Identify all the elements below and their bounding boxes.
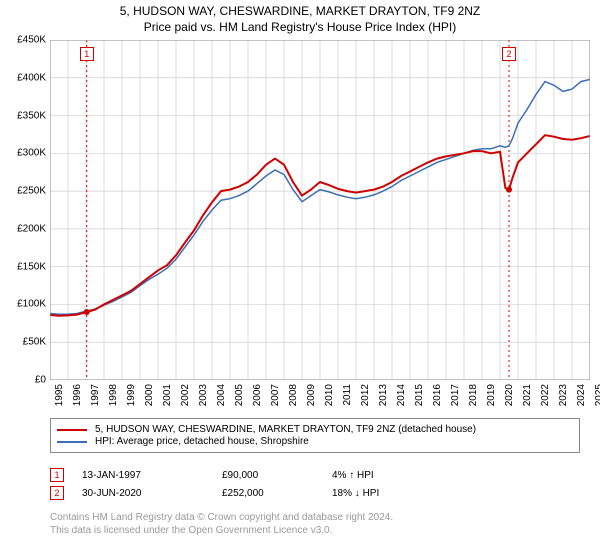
- y-tick-label: £400K: [1, 72, 46, 83]
- chart-container: 5, HUDSON WAY, CHESWARDINE, MARKET DRAYT…: [0, 0, 600, 560]
- legend-label: 5, HUDSON WAY, CHESWARDINE, MARKET DRAYT…: [95, 424, 476, 435]
- chart-title-sub: Price paid vs. HM Land Registry's House …: [0, 20, 600, 34]
- footnote-line2: This data is licensed under the Open Gov…: [50, 525, 580, 538]
- event-change: 18% ↓ HPI: [332, 488, 472, 499]
- event-date: 30-JUN-2020: [82, 488, 222, 499]
- event-price: £90,000: [222, 470, 332, 481]
- event-change: 4% ↑ HPI: [332, 470, 472, 481]
- legend-row: HPI: Average price, detached house, Shro…: [57, 436, 573, 447]
- footnote: Contains HM Land Registry data © Crown c…: [50, 512, 580, 537]
- event-row: 2 30-JUN-2020 £252,000 18% ↓ HPI: [50, 486, 580, 500]
- event-table: 1 13-JAN-1997 £90,000 4% ↑ HPI 2 30-JUN-…: [50, 464, 580, 504]
- event-price: £252,000: [222, 488, 332, 499]
- x-tick-label: 2025: [594, 384, 600, 424]
- y-tick-label: £250K: [1, 186, 46, 197]
- event-date: 13-JAN-1997: [82, 470, 222, 481]
- legend-swatch: [57, 429, 87, 431]
- footnote-line1: Contains HM Land Registry data © Crown c…: [50, 512, 580, 525]
- legend-swatch: [57, 441, 87, 443]
- y-tick-label: £450K: [1, 35, 46, 46]
- y-tick-label: £200K: [1, 223, 46, 234]
- y-tick-label: £300K: [1, 148, 46, 159]
- chart-title-address: 5, HUDSON WAY, CHESWARDINE, MARKET DRAYT…: [0, 4, 600, 18]
- legend-row: 5, HUDSON WAY, CHESWARDINE, MARKET DRAYT…: [57, 424, 573, 435]
- event-number-box: 1: [50, 468, 64, 482]
- legend: 5, HUDSON WAY, CHESWARDINE, MARKET DRAYT…: [50, 418, 580, 453]
- chart-titles: 5, HUDSON WAY, CHESWARDINE, MARKET DRAYT…: [0, 0, 600, 34]
- event-marker-box: 2: [502, 47, 516, 61]
- plot-area: £0£50K£100K£150K£200K£250K£300K£350K£400…: [50, 40, 590, 380]
- y-tick-label: £50K: [1, 337, 46, 348]
- event-number-box: 2: [50, 486, 64, 500]
- y-tick-label: £350K: [1, 110, 46, 121]
- y-tick-label: £0: [1, 375, 46, 386]
- y-tick-label: £100K: [1, 299, 46, 310]
- y-tick-label: £150K: [1, 261, 46, 272]
- legend-label: HPI: Average price, detached house, Shro…: [95, 436, 309, 447]
- event-row: 1 13-JAN-1997 £90,000 4% ↑ HPI: [50, 468, 580, 482]
- event-marker-box: 1: [80, 47, 94, 61]
